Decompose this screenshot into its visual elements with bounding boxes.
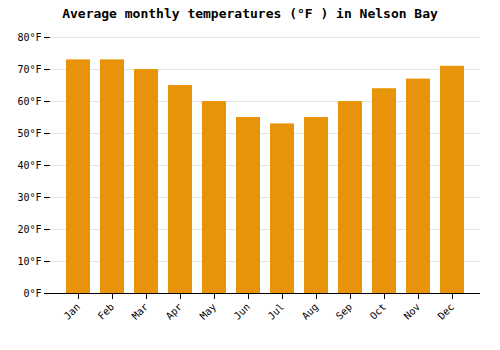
svg-text:Oct: Oct <box>368 301 389 322</box>
svg-text:Jul: Jul <box>266 301 287 322</box>
svg-text:Apr: Apr <box>164 301 185 322</box>
svg-text:Feb: Feb <box>96 301 117 322</box>
svg-text:50°F: 50°F <box>17 128 41 139</box>
svg-text:70°F: 70°F <box>17 64 41 75</box>
svg-text:30°F: 30°F <box>17 192 41 203</box>
svg-text:Sep: Sep <box>334 301 355 322</box>
svg-text:20°F: 20°F <box>17 224 41 235</box>
svg-text:Nov: Nov <box>402 301 423 322</box>
svg-text:0°F: 0°F <box>23 288 41 299</box>
svg-text:Aug: Aug <box>300 301 321 322</box>
svg-text:10°F: 10°F <box>17 256 41 267</box>
svg-text:40°F: 40°F <box>17 160 41 171</box>
svg-text:Dec: Dec <box>436 301 457 322</box>
svg-text:Jun: Jun <box>232 301 253 322</box>
svg-text:May: May <box>198 301 219 322</box>
svg-text:Mar: Mar <box>130 301 151 322</box>
svg-text:60°F: 60°F <box>17 96 41 107</box>
svg-text:Jan: Jan <box>62 301 83 322</box>
html-text:Average monthly temperatures (: Average monthly temperatures (°F ) in Ne… <box>62 6 438 21</box>
svg-text:80°F: 80°F <box>17 32 41 43</box>
